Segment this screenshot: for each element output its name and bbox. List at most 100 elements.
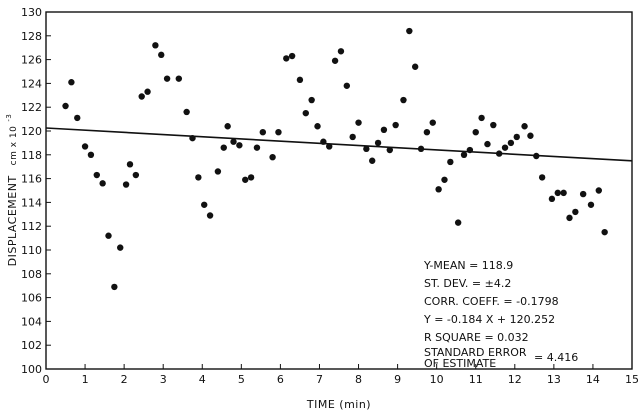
data-point — [248, 174, 254, 180]
data-point — [601, 229, 607, 235]
x-tick-label: 6 — [277, 373, 284, 386]
data-point — [314, 123, 320, 129]
data-point — [303, 110, 309, 116]
data-point — [435, 186, 441, 192]
x-tick-label: 14 — [586, 373, 600, 386]
data-point — [424, 129, 430, 135]
data-point — [133, 172, 139, 178]
data-point — [484, 141, 490, 147]
data-point — [221, 144, 227, 150]
data-point — [230, 139, 236, 145]
stat-corr-coeff: CORR. COEFF. = -0.1798 — [424, 295, 559, 308]
data-point — [105, 233, 111, 239]
data-point — [158, 52, 164, 58]
y-tick-label: 116 — [21, 173, 42, 186]
y-tick-label: 130 — [21, 6, 42, 19]
y-axis-title-exponent: -3 — [5, 114, 13, 122]
data-point — [242, 177, 248, 183]
data-point — [283, 55, 289, 61]
data-point — [117, 244, 123, 250]
data-point — [555, 190, 561, 196]
data-point — [99, 180, 105, 186]
data-point — [152, 42, 158, 48]
data-point — [127, 161, 133, 167]
data-point — [521, 123, 527, 129]
data-point — [560, 190, 566, 196]
data-point — [355, 119, 361, 125]
data-point — [195, 174, 201, 180]
x-tick-label: 13 — [547, 373, 561, 386]
data-point — [539, 174, 545, 180]
data-point — [275, 129, 281, 135]
stat-st-dev: ST. DEV. = ±4.2 — [424, 277, 511, 290]
data-point — [144, 89, 150, 95]
stat-standard-error-value: = 4.416 — [534, 351, 578, 364]
stat-standard-error-line2: OF ESTIMATE — [424, 357, 496, 370]
y-tick-label: 120 — [21, 125, 42, 138]
data-point — [596, 187, 602, 193]
data-point — [68, 79, 74, 85]
y-tick-label: 108 — [21, 268, 42, 281]
data-point — [381, 127, 387, 133]
data-point — [332, 58, 338, 64]
data-point — [215, 168, 221, 174]
y-tick-label: 106 — [21, 292, 42, 305]
data-point — [549, 196, 555, 202]
data-point — [349, 134, 355, 140]
x-tick-label: 12 — [508, 373, 522, 386]
data-point — [74, 115, 80, 121]
data-point — [375, 140, 381, 146]
data-point — [580, 191, 586, 197]
y-tick-label: 100 — [21, 363, 42, 376]
x-tick-label: 0 — [43, 373, 50, 386]
data-point — [269, 154, 275, 160]
x-tick-label: 8 — [355, 373, 362, 386]
data-point — [447, 159, 453, 165]
data-point — [338, 48, 344, 54]
data-point — [412, 64, 418, 70]
data-point — [308, 97, 314, 103]
data-point — [88, 152, 94, 158]
stat-r-square: R SQUARE = 0.032 — [424, 331, 529, 344]
data-point — [201, 202, 207, 208]
x-tick-label: 5 — [238, 373, 245, 386]
data-point — [572, 209, 578, 215]
y-tick-label: 128 — [21, 30, 42, 43]
data-point — [94, 172, 100, 178]
data-point — [502, 144, 508, 150]
data-point — [369, 158, 375, 164]
data-point — [123, 181, 129, 187]
data-point — [514, 134, 520, 140]
data-point — [297, 77, 303, 83]
data-point — [111, 284, 117, 290]
stat-y-mean: Y-MEAN = 118.9 — [423, 259, 513, 272]
y-tick-label: 126 — [21, 54, 42, 67]
data-point — [392, 122, 398, 128]
data-point — [344, 83, 350, 89]
data-point — [508, 140, 514, 146]
data-point — [490, 122, 496, 128]
data-point — [82, 143, 88, 149]
data-point — [224, 123, 230, 129]
data-point — [62, 103, 68, 109]
regression-line — [46, 128, 632, 161]
data-point — [260, 129, 266, 135]
y-tick-label: 118 — [21, 149, 42, 162]
y-axis-title-main: DISPLACEMENT — [6, 175, 19, 266]
data-point — [164, 75, 170, 81]
data-point — [430, 119, 436, 125]
data-point — [478, 115, 484, 121]
data-point — [527, 133, 533, 139]
data-point — [289, 53, 295, 59]
y-tick-label: 102 — [21, 339, 42, 352]
x-tick-label: 2 — [121, 373, 128, 386]
x-tick-label: 4 — [199, 373, 206, 386]
y-tick-label: 114 — [21, 196, 42, 209]
y-tick-label: 124 — [21, 77, 42, 90]
data-point — [139, 93, 145, 99]
data-point — [236, 142, 242, 148]
statistics-annotations: Y-MEAN = 118.9 ST. DEV. = ±4.2 CORR. COE… — [423, 259, 578, 370]
y-tick-label: 104 — [21, 315, 42, 328]
y-tick-label: 112 — [21, 220, 42, 233]
